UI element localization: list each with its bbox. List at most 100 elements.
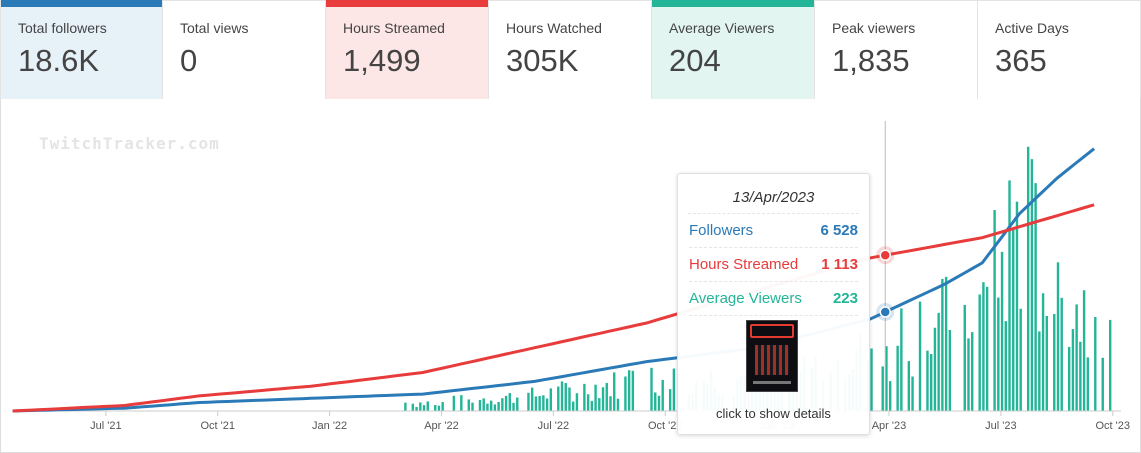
stat-total-followers[interactable]: Total followers 18.6K [0, 0, 163, 99]
tooltip-row-viewers: Average Viewers 223 [689, 282, 858, 316]
stat-value: 18.6K [18, 43, 100, 78]
chart-canvas[interactable]: TwitchTracker.com Jul '21 Oct '21 Jan '22 A… [1, 99, 1140, 453]
viewers-bar [661, 379, 664, 411]
viewers-bar [918, 301, 922, 411]
tooltip-value: 223 [832, 290, 858, 307]
viewers-bar [516, 397, 519, 411]
viewers-bar [650, 367, 653, 411]
viewers-bar [1101, 357, 1104, 411]
viewers-bar [888, 381, 892, 411]
viewers-bar [404, 402, 407, 411]
viewers-bar [930, 353, 933, 411]
stat-accent-bar [1, 0, 162, 7]
x-tick-label: Oct '23 [1095, 420, 1130, 432]
viewers-bar [1086, 357, 1090, 411]
viewers-bar [1041, 293, 1045, 411]
viewers-bar [971, 332, 974, 411]
viewers-bar [538, 396, 541, 411]
viewers-bar [1004, 321, 1007, 411]
stat-value: 1,835 [832, 43, 910, 78]
stat-hours-streamed[interactable]: Hours Streamed 1,499 [326, 0, 489, 99]
hover-marker [879, 249, 891, 261]
x-axis: Jul '21 Oct '21 Jan '22 Apr '22 Jul '22 Oct '… [21, 410, 1130, 432]
viewers-bar [907, 361, 911, 411]
stream-thumbnail[interactable] [746, 320, 798, 392]
stat-active-days[interactable]: Active Days 365 [978, 0, 1141, 99]
viewers-bar [549, 388, 553, 411]
viewers-bar [527, 392, 530, 411]
viewers-bar [605, 382, 608, 411]
viewers-bar [467, 399, 470, 411]
stat-value: 305K [506, 43, 579, 78]
viewers-bar [504, 395, 508, 411]
stat-value: 365 [995, 43, 1047, 78]
viewers-bar [590, 400, 594, 411]
viewers-bar [545, 398, 549, 411]
stat-label: Hours Streamed [343, 20, 445, 36]
viewers-bar [937, 312, 940, 411]
viewers-bar [598, 398, 601, 411]
chart-panel[interactable]: TwitchTracker.com Jul '21 Oct '21 Jan '22 A… [0, 99, 1141, 453]
viewers-bar [1019, 308, 1022, 411]
viewers-bar [1060, 297, 1063, 411]
viewers-bar [530, 387, 534, 411]
viewers-bar [654, 392, 657, 411]
viewers-bar [627, 370, 631, 411]
tooltip-value: 1 113 [821, 256, 858, 273]
viewers-bar [542, 395, 545, 411]
show-details-link[interactable]: click to show details [716, 406, 831, 421]
viewers-bar [575, 393, 579, 411]
viewers-bar [926, 350, 929, 411]
x-tick-label: Jul '21 [90, 420, 121, 432]
viewers-bar [1030, 159, 1034, 411]
stat-peak-viewers[interactable]: Peak viewers 1,835 [815, 0, 978, 99]
viewers-bar [1075, 304, 1078, 411]
chart-tooltip[interactable]: 13/Apr/2023 Followers 6 528 Hours Stream… [677, 173, 870, 435]
viewers-bar [460, 395, 463, 411]
viewers-bar [572, 401, 575, 411]
viewers-bar [557, 386, 560, 411]
viewers-bar [534, 396, 538, 411]
tooltip-label: Followers [689, 222, 754, 239]
viewers-bar [1079, 341, 1082, 411]
viewers-bar [881, 366, 884, 411]
viewers-bar [419, 402, 422, 411]
viewers-bar [1045, 315, 1049, 411]
stat-average-viewers[interactable]: Average Viewers 204 [652, 0, 815, 99]
stat-label: Total followers [18, 20, 107, 36]
viewers-bar [471, 402, 474, 411]
tooltip-row-followers: Followers 6 528 [689, 214, 858, 248]
viewers-bar [631, 370, 635, 411]
viewers-bar [601, 387, 605, 411]
viewers-bar [1000, 251, 1004, 411]
tooltip-label: Average Viewers [689, 290, 802, 307]
viewers-bar [1094, 316, 1097, 411]
x-tick-label: Jul '23 [985, 420, 1016, 432]
stats-bar: Total followers 18.6K Total views 0 Hour… [0, 0, 1141, 99]
viewers-bar [478, 400, 482, 411]
stat-label: Active Days [995, 20, 1069, 36]
viewers-bar [1008, 180, 1011, 411]
viewers-bar [415, 406, 418, 411]
viewers-bar [944, 276, 948, 411]
tooltip-date: 13/Apr/2023 [688, 189, 859, 214]
line-series [12, 147, 1096, 413]
x-tick-label: Jan '22 [312, 420, 347, 432]
viewers-bar [1053, 314, 1056, 411]
viewers-bar [568, 387, 571, 411]
stat-total-views[interactable]: Total views 0 [163, 0, 326, 99]
viewers-bar [672, 368, 676, 411]
viewers-bar [560, 381, 564, 411]
hover-markers [876, 121, 895, 411]
viewers-bar [963, 304, 966, 411]
stat-hours-watched[interactable]: Hours Watched 305K [489, 0, 652, 99]
viewers-bar [437, 405, 441, 411]
stat-accent-bar [652, 0, 814, 7]
tooltip-value: 6 528 [820, 222, 858, 239]
x-tick-label: Oct '22 [648, 420, 683, 432]
viewers-bar [1082, 290, 1086, 411]
stat-value: 204 [669, 43, 721, 78]
viewers-bar [609, 396, 612, 411]
series-line [12, 203, 1095, 413]
x-tick-label: Jul '22 [538, 420, 569, 432]
